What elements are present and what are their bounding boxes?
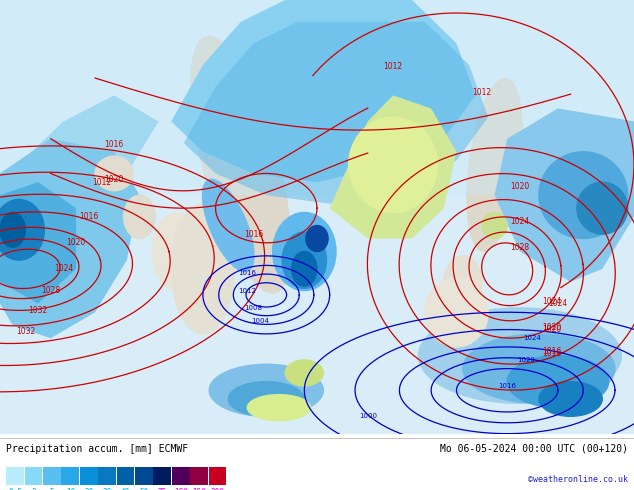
- Ellipse shape: [467, 78, 522, 251]
- Text: 200: 200: [210, 488, 224, 490]
- Ellipse shape: [247, 394, 311, 420]
- Ellipse shape: [539, 152, 628, 239]
- Ellipse shape: [191, 37, 291, 293]
- Polygon shape: [171, 0, 476, 182]
- Ellipse shape: [306, 225, 328, 251]
- Ellipse shape: [0, 213, 25, 247]
- FancyBboxPatch shape: [209, 467, 226, 486]
- Text: 1016: 1016: [542, 348, 561, 358]
- Text: 1028: 1028: [510, 243, 529, 252]
- Text: 1028: 1028: [41, 286, 60, 295]
- FancyBboxPatch shape: [43, 467, 61, 486]
- Text: 1024: 1024: [510, 217, 529, 226]
- FancyBboxPatch shape: [98, 467, 116, 486]
- Text: 0.5: 0.5: [8, 488, 22, 490]
- Text: 2: 2: [31, 488, 36, 490]
- Text: 1016: 1016: [244, 230, 263, 239]
- Text: 1012: 1012: [92, 178, 111, 187]
- Text: 1032: 1032: [16, 327, 35, 336]
- Text: 75: 75: [158, 488, 167, 490]
- Text: 1016: 1016: [542, 347, 561, 356]
- FancyBboxPatch shape: [117, 467, 134, 486]
- Text: 1016: 1016: [79, 212, 98, 221]
- Ellipse shape: [209, 364, 323, 416]
- Ellipse shape: [273, 213, 336, 291]
- Text: 1016: 1016: [105, 141, 124, 149]
- Ellipse shape: [285, 360, 323, 386]
- Text: 1012: 1012: [384, 62, 403, 72]
- Text: Precipitation accum. [mm] ECMWF: Precipitation accum. [mm] ECMWF: [6, 444, 188, 454]
- FancyBboxPatch shape: [6, 467, 24, 486]
- Text: 1024: 1024: [524, 335, 541, 341]
- FancyBboxPatch shape: [61, 467, 79, 486]
- Text: 1020: 1020: [542, 325, 561, 334]
- Text: 5: 5: [49, 488, 55, 490]
- Ellipse shape: [0, 199, 44, 260]
- FancyBboxPatch shape: [190, 467, 208, 486]
- Ellipse shape: [418, 308, 621, 403]
- Ellipse shape: [152, 213, 203, 291]
- FancyBboxPatch shape: [80, 467, 98, 486]
- FancyBboxPatch shape: [25, 467, 42, 486]
- Ellipse shape: [95, 156, 133, 191]
- Text: 1020: 1020: [105, 175, 124, 184]
- Ellipse shape: [202, 179, 254, 271]
- Ellipse shape: [425, 277, 488, 347]
- Ellipse shape: [292, 251, 317, 286]
- Ellipse shape: [171, 204, 235, 334]
- Text: 1004: 1004: [251, 318, 269, 324]
- Polygon shape: [0, 182, 76, 304]
- Text: 100: 100: [174, 488, 188, 490]
- Text: ©weatheronline.co.uk: ©weatheronline.co.uk: [527, 475, 628, 484]
- Text: 10: 10: [66, 488, 75, 490]
- Ellipse shape: [282, 232, 327, 289]
- Ellipse shape: [444, 256, 482, 308]
- Text: 1032: 1032: [29, 306, 48, 315]
- Text: 20: 20: [84, 488, 93, 490]
- Text: 1020: 1020: [67, 238, 86, 247]
- Ellipse shape: [124, 195, 155, 239]
- Polygon shape: [495, 108, 634, 282]
- Polygon shape: [0, 139, 139, 338]
- Text: 1020: 1020: [517, 357, 535, 363]
- Polygon shape: [0, 96, 158, 225]
- Polygon shape: [330, 96, 456, 239]
- Ellipse shape: [228, 382, 304, 416]
- Text: 1024: 1024: [542, 296, 561, 306]
- Text: 1024: 1024: [54, 265, 73, 273]
- Text: 1016: 1016: [238, 270, 256, 276]
- FancyBboxPatch shape: [0, 0, 634, 195]
- FancyBboxPatch shape: [153, 467, 171, 486]
- Text: 50: 50: [139, 488, 148, 490]
- Text: 1008: 1008: [245, 305, 262, 311]
- Text: 1016: 1016: [498, 383, 516, 389]
- Text: 1020: 1020: [542, 322, 561, 332]
- Ellipse shape: [507, 356, 609, 408]
- FancyBboxPatch shape: [172, 467, 190, 486]
- Text: 1012: 1012: [238, 288, 256, 294]
- Text: 1020: 1020: [510, 182, 529, 191]
- Ellipse shape: [463, 334, 615, 403]
- Polygon shape: [184, 22, 488, 204]
- Text: 1000: 1000: [359, 413, 377, 419]
- Text: 1024: 1024: [548, 299, 567, 308]
- Ellipse shape: [577, 182, 628, 234]
- Text: 40: 40: [121, 488, 130, 490]
- Text: 30: 30: [103, 488, 112, 490]
- Ellipse shape: [349, 117, 437, 213]
- FancyBboxPatch shape: [135, 467, 153, 486]
- Text: 150: 150: [192, 488, 206, 490]
- Text: 1012: 1012: [472, 88, 491, 98]
- Ellipse shape: [539, 382, 602, 416]
- Text: Mo 06-05-2024 00:00 UTC (00+120): Mo 06-05-2024 00:00 UTC (00+120): [439, 444, 628, 454]
- Ellipse shape: [482, 213, 507, 239]
